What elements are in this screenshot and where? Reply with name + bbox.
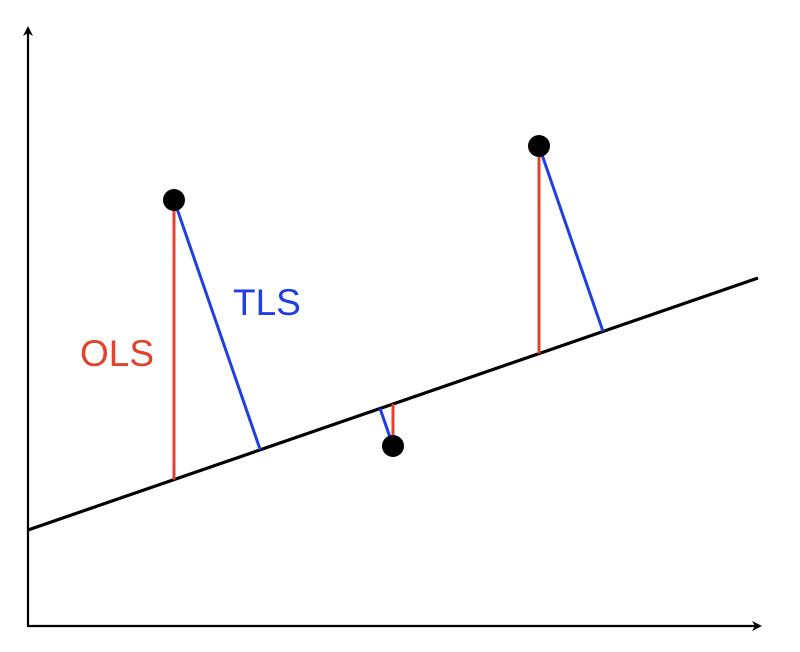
tls-residual-1 [172, 199, 262, 451]
ols-label: OLS [80, 333, 154, 374]
data-point-2 [382, 435, 404, 457]
data-point-1 [163, 189, 185, 211]
tls-residual-3 [537, 145, 605, 332]
data-point-3 [528, 135, 550, 157]
tls-label: TLS [233, 282, 301, 323]
points-group [163, 135, 550, 457]
